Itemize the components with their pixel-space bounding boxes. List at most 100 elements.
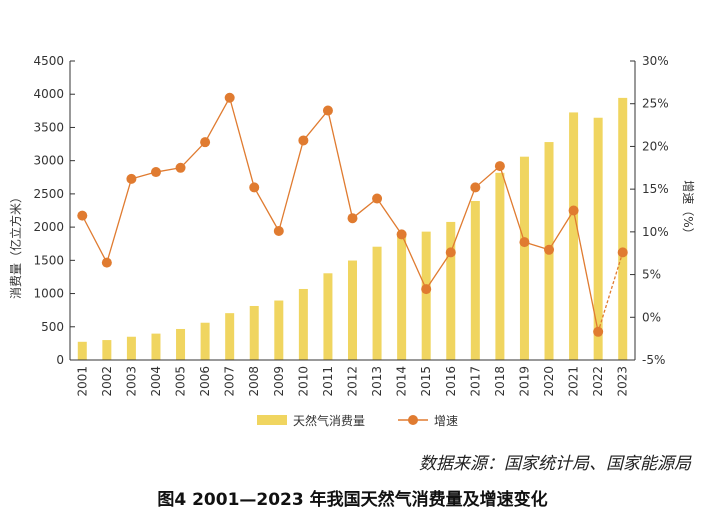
x-tick-label: 2018 — [493, 366, 507, 397]
x-tick-label: 2009 — [272, 366, 286, 397]
growth-point — [470, 182, 481, 193]
growth-line-segment — [499, 165, 526, 243]
growth-line-segment — [180, 141, 206, 169]
x-tick-label: 2016 — [444, 366, 458, 397]
growth-point — [101, 257, 112, 268]
x-tick-label: 2015 — [419, 366, 433, 397]
y-tick-label: 1000 — [33, 287, 64, 301]
growth-point — [126, 173, 137, 184]
bar — [569, 112, 579, 360]
y-tick-label: 3000 — [33, 154, 64, 168]
y2-tick-label: 15% — [642, 182, 669, 196]
growth-line-segment — [548, 210, 575, 251]
x-tick-label: 2020 — [542, 366, 556, 397]
x-tick-label: 2008 — [247, 366, 261, 397]
x-tick-label: 2007 — [223, 366, 237, 397]
growth-point — [544, 244, 555, 255]
y2-tick-label: 20% — [642, 139, 669, 153]
x-tick-label: 2013 — [370, 366, 384, 397]
growth-line-segment — [425, 251, 452, 290]
x-tick-label: 2002 — [100, 366, 114, 397]
growth-point — [568, 205, 579, 216]
y2-axis-title: 增速（%） — [681, 180, 695, 239]
bar — [151, 333, 161, 360]
bar — [618, 97, 628, 361]
bar — [249, 305, 259, 360]
y2-tick-label: 25% — [642, 97, 669, 111]
y2-tick-label: -5% — [642, 353, 665, 367]
growth-line-segment — [253, 187, 280, 232]
y-axis-title: 消费量（亿立方米） — [8, 191, 23, 299]
bar — [593, 117, 603, 360]
growth-point — [77, 210, 88, 221]
bar — [470, 200, 480, 360]
growth-line-segment — [572, 210, 599, 332]
bar — [348, 260, 357, 360]
legend-bar-swatch — [257, 415, 287, 425]
growth-point — [519, 237, 530, 248]
y-tick-label: 2000 — [33, 220, 64, 234]
y-tick-label: 3500 — [33, 120, 64, 134]
legend-line-label: 增速 — [434, 414, 458, 428]
x-tick-label: 2005 — [174, 366, 188, 397]
bar — [446, 221, 456, 360]
chart: 0 500 1000 1500 2000 2500 3000 3500 4000 4500 -5% 0… — [8, 54, 695, 428]
growth-line-segment — [106, 178, 133, 263]
growth-line-segment — [597, 252, 624, 333]
y-tick-label: 4500 — [33, 54, 64, 68]
x-tick-label: 2004 — [149, 366, 163, 397]
legend: 天然气消费量 增速 — [257, 413, 458, 428]
x-tick-label: 2012 — [346, 366, 360, 397]
growth-point — [224, 92, 235, 103]
growth-line-segment — [81, 215, 108, 263]
growth-point — [617, 247, 628, 258]
bar — [126, 336, 136, 360]
bar — [421, 231, 431, 360]
growth-line-segment — [401, 234, 427, 290]
data-source: 数据来源：国家统计局、国家能源局 — [419, 454, 691, 474]
y2-tick-label: 10% — [642, 225, 669, 239]
y2-tick-label: 0% — [642, 310, 661, 324]
growth-point — [200, 137, 211, 148]
growth-point — [322, 105, 333, 116]
bar — [323, 273, 333, 360]
x-tick-label: 2021 — [567, 366, 581, 397]
y-tick-label: 2500 — [33, 187, 64, 201]
y2-tick-label: 30% — [642, 54, 669, 68]
x-tick-label: 2011 — [321, 366, 335, 397]
growth-point — [372, 193, 383, 204]
growth-point — [249, 182, 260, 193]
bar — [77, 341, 87, 360]
y-tick-label: 4000 — [33, 87, 64, 101]
legend-line-marker — [408, 415, 418, 425]
bar — [495, 172, 505, 360]
bar — [200, 322, 210, 360]
growth-point — [273, 226, 284, 237]
x-tick-label: 2017 — [468, 366, 482, 397]
growth-point — [593, 326, 604, 337]
bar — [225, 313, 235, 360]
bar — [298, 288, 308, 360]
bar — [274, 300, 284, 360]
growth-line-segment — [204, 97, 231, 143]
growth-point — [396, 229, 407, 240]
growth-line-segment — [352, 198, 378, 219]
growth-line-segment — [327, 110, 354, 219]
x-tick-label: 2023 — [616, 366, 630, 397]
growth-line-segment — [278, 140, 304, 232]
growth-point — [150, 167, 161, 178]
growth-line-segment — [450, 187, 476, 253]
y-tick-label: 1500 — [33, 253, 64, 267]
bar — [102, 340, 112, 360]
growth-point — [347, 213, 358, 224]
growth-point — [421, 284, 432, 295]
growth-point — [298, 135, 309, 146]
growth-line-segment — [229, 97, 255, 188]
y2-tick-label: 5% — [642, 268, 661, 282]
x-tick-label: 2003 — [124, 366, 138, 397]
growth-line-segment — [474, 165, 501, 188]
y-tick-label: 500 — [41, 320, 64, 334]
growth-point — [494, 161, 505, 172]
x-tick-label: 2019 — [517, 366, 531, 397]
growth-point — [175, 162, 186, 173]
